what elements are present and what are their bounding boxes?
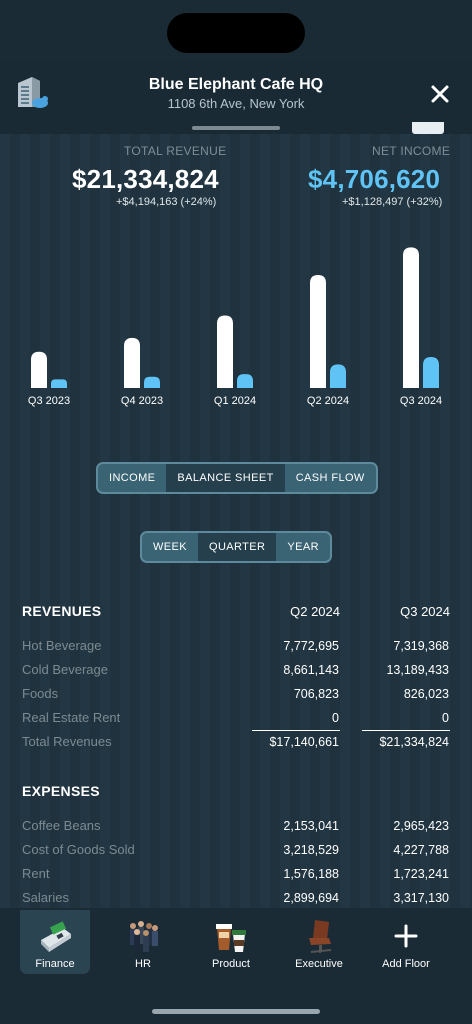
tab-quarter[interactable]: QUARTER bbox=[198, 533, 277, 561]
income-bar-q2-2024 bbox=[330, 364, 346, 388]
net-income-delta: +$1,128,497 (+32%) bbox=[342, 196, 443, 208]
income-bar-q4-2023 bbox=[144, 376, 160, 388]
revenue-q3-value: 7,319,368 bbox=[393, 639, 449, 653]
column-q3-2024: Q3 2024 bbox=[400, 604, 450, 619]
revenue-q3-value: 826,023 bbox=[403, 687, 449, 701]
revenue-row-label: Foods bbox=[22, 686, 59, 701]
revenue-income-chart: Q3 2023 Q4 2023 Q1 2024 Q2 2024 Q3 2024 bbox=[28, 247, 442, 407]
building-icon bbox=[18, 77, 48, 108]
tab-finance-label: Finance bbox=[35, 958, 75, 970]
building-address: 1108 6th Ave, New York bbox=[167, 96, 305, 111]
expense-row-label: Rent bbox=[22, 866, 50, 881]
tab-year[interactable]: YEAR bbox=[287, 541, 319, 553]
tab-add-floor-label: Add Floor bbox=[382, 958, 430, 970]
income-bar-q3-2023 bbox=[51, 379, 67, 388]
tab-executive[interactable]: Executive bbox=[284, 910, 354, 974]
expense-q3-value: 3,317,130 bbox=[393, 891, 449, 905]
statement-tabs: INCOME BALANCE SHEET CASH FLOW bbox=[96, 462, 378, 494]
column-q2-2024: Q2 2024 bbox=[290, 604, 340, 619]
x-tick-label: Q4 2023 bbox=[121, 395, 163, 407]
x-tick-label: Q3 2024 bbox=[400, 395, 442, 407]
tab-executive-label: Executive bbox=[295, 958, 343, 970]
revenue-bar-q3-2024 bbox=[403, 247, 419, 388]
finance-pane[interactable]: TOTAL REVENUE $21,334,824 +$4,194,163 (+… bbox=[0, 122, 472, 908]
expense-q2-value: 3,218,529 bbox=[283, 843, 339, 857]
revenue-q2-value: 8,661,143 bbox=[283, 663, 339, 677]
tab-balance-sheet[interactable]: BALANCE SHEET bbox=[166, 464, 285, 492]
header: Blue Elephant Cafe HQ 1108 6th Ave, New … bbox=[0, 60, 472, 122]
net-income-label: NET INCOME bbox=[372, 144, 451, 158]
drag-handle[interactable] bbox=[192, 126, 280, 130]
net-income-value: $4,706,620 bbox=[308, 164, 441, 194]
tab-add-floor[interactable]: Add Floor bbox=[371, 910, 441, 974]
camera-notch bbox=[167, 13, 305, 53]
total-underline-q2 bbox=[252, 730, 340, 731]
tab-hr[interactable]: HR bbox=[108, 910, 178, 974]
expense-q3-value: 4,227,788 bbox=[393, 843, 449, 857]
x-tick-label: Q2 2024 bbox=[307, 395, 349, 407]
cash-register-icon bbox=[41, 921, 71, 952]
revenue-q2-value: 0 bbox=[332, 711, 339, 725]
expense-row-label: Coffee Beans bbox=[22, 818, 101, 833]
tab-cash-flow[interactable]: CASH FLOW bbox=[295, 472, 365, 484]
expense-q2-value: 2,899,694 bbox=[283, 891, 339, 905]
revenue-row-label: Real Estate Rent bbox=[22, 710, 121, 725]
office-chair-icon bbox=[309, 920, 332, 953]
tab-hr-label: HR bbox=[135, 958, 151, 970]
expense-row-label: Salaries bbox=[22, 890, 69, 905]
coffee-cups-icon bbox=[216, 924, 246, 952]
revenue-q3-value: 0 bbox=[442, 711, 449, 725]
tab-income[interactable]: INCOME bbox=[109, 472, 156, 484]
tab-product-label: Product bbox=[212, 958, 250, 970]
close-icon bbox=[431, 85, 449, 103]
tab-product[interactable]: Product bbox=[196, 910, 266, 974]
revenues-heading: REVENUES bbox=[22, 603, 102, 619]
revenue-row-label: Total Revenues bbox=[22, 734, 112, 749]
scroll-indicator bbox=[412, 122, 444, 134]
revenue-q3-value: 13,189,433 bbox=[386, 663, 449, 677]
revenue-row-label: Cold Beverage bbox=[22, 662, 108, 677]
tab-finance[interactable]: Finance bbox=[20, 910, 90, 974]
revenue-bar-q3-2023 bbox=[31, 351, 47, 388]
close-button[interactable] bbox=[426, 80, 454, 108]
income-bar-q1-2024 bbox=[237, 374, 253, 388]
expense-q3-value: 2,965,423 bbox=[393, 819, 449, 833]
expense-q2-value: 1,576,188 bbox=[283, 867, 339, 881]
expense-q3-value: 1,723,241 bbox=[393, 867, 449, 881]
x-tick-label: Q1 2024 bbox=[214, 395, 256, 407]
total-revenue-delta: +$4,194,163 (+24%) bbox=[116, 196, 217, 208]
revenue-bar-q1-2024 bbox=[217, 315, 233, 388]
building-title: Blue Elephant Cafe HQ bbox=[148, 76, 324, 93]
tab-week[interactable]: WEEK bbox=[153, 541, 187, 553]
revenue-q2-value: 7,772,695 bbox=[283, 639, 339, 653]
x-tick-label: Q3 2023 bbox=[28, 395, 70, 407]
income-bar-q3-2024 bbox=[423, 356, 439, 388]
period-tabs: WEEK QUARTER YEAR bbox=[140, 531, 332, 563]
revenue-q2-value: 706,823 bbox=[293, 687, 339, 701]
revenue-bar-q4-2023 bbox=[124, 337, 140, 388]
total-revenue-label: TOTAL REVENUE bbox=[124, 144, 227, 158]
expense-row-label: Cost of Goods Sold bbox=[22, 842, 135, 857]
people-icon bbox=[130, 921, 158, 952]
total-revenue-value: $21,334,824 bbox=[72, 164, 219, 194]
expenses-heading: EXPENSES bbox=[22, 783, 100, 799]
total-underline-q3 bbox=[362, 730, 450, 731]
expense-q2-value: 2,153,041 bbox=[283, 819, 339, 833]
revenue-bar-q2-2024 bbox=[310, 275, 326, 388]
home-indicator[interactable] bbox=[152, 1009, 320, 1014]
revenue-q3-value: $21,334,824 bbox=[379, 735, 449, 749]
plus-icon bbox=[394, 924, 418, 948]
revenue-row-label: Hot Beverage bbox=[22, 638, 102, 653]
revenue-q2-value: $17,140,661 bbox=[269, 735, 339, 749]
bottom-tab-bar: Finance HR Product Ex bbox=[0, 908, 472, 1024]
